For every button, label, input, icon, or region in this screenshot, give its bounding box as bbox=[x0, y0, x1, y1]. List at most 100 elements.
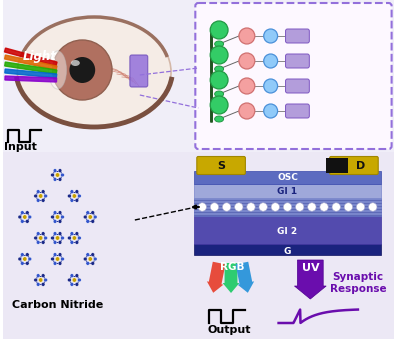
Circle shape bbox=[41, 232, 45, 236]
FancyBboxPatch shape bbox=[286, 29, 309, 43]
Circle shape bbox=[36, 190, 40, 194]
Circle shape bbox=[52, 40, 112, 100]
Circle shape bbox=[210, 203, 219, 211]
Text: S: S bbox=[217, 161, 225, 171]
Circle shape bbox=[51, 236, 54, 240]
Circle shape bbox=[344, 203, 353, 211]
Circle shape bbox=[239, 78, 255, 94]
Circle shape bbox=[320, 203, 328, 211]
Circle shape bbox=[61, 215, 64, 219]
FancyArrow shape bbox=[223, 263, 240, 293]
FancyBboxPatch shape bbox=[286, 79, 309, 93]
Circle shape bbox=[69, 57, 95, 83]
Circle shape bbox=[75, 240, 79, 244]
Ellipse shape bbox=[71, 60, 80, 66]
Circle shape bbox=[61, 257, 64, 261]
Circle shape bbox=[91, 219, 95, 223]
Circle shape bbox=[51, 215, 54, 219]
Circle shape bbox=[36, 240, 40, 244]
Text: Synaptic
Response: Synaptic Response bbox=[330, 272, 386, 294]
Circle shape bbox=[58, 240, 62, 244]
Circle shape bbox=[210, 21, 228, 39]
Circle shape bbox=[34, 278, 37, 282]
Circle shape bbox=[78, 236, 81, 240]
Circle shape bbox=[53, 261, 57, 265]
Circle shape bbox=[84, 257, 87, 261]
Ellipse shape bbox=[17, 17, 171, 127]
Circle shape bbox=[61, 173, 64, 177]
Circle shape bbox=[70, 199, 74, 202]
Circle shape bbox=[58, 169, 62, 173]
Circle shape bbox=[23, 215, 27, 219]
Circle shape bbox=[53, 178, 57, 181]
Text: Output: Output bbox=[207, 325, 251, 335]
Circle shape bbox=[70, 190, 74, 194]
Text: G: G bbox=[284, 246, 291, 256]
Circle shape bbox=[223, 203, 231, 211]
Circle shape bbox=[67, 278, 71, 282]
FancyArrow shape bbox=[4, 48, 57, 66]
Circle shape bbox=[247, 203, 255, 211]
Text: Input: Input bbox=[4, 142, 37, 152]
Circle shape bbox=[41, 199, 45, 202]
Circle shape bbox=[70, 232, 74, 236]
Circle shape bbox=[86, 219, 89, 223]
Circle shape bbox=[20, 211, 24, 215]
FancyBboxPatch shape bbox=[194, 198, 381, 216]
Circle shape bbox=[56, 257, 59, 261]
Circle shape bbox=[34, 194, 37, 198]
Circle shape bbox=[210, 71, 228, 89]
Circle shape bbox=[332, 203, 340, 211]
FancyBboxPatch shape bbox=[195, 3, 392, 149]
Text: GI 1: GI 1 bbox=[277, 187, 297, 197]
Circle shape bbox=[283, 203, 292, 211]
FancyBboxPatch shape bbox=[194, 171, 381, 184]
Circle shape bbox=[39, 194, 43, 198]
Circle shape bbox=[239, 103, 255, 119]
Circle shape bbox=[26, 219, 29, 223]
FancyArrow shape bbox=[207, 262, 225, 293]
Text: OSC: OSC bbox=[277, 174, 298, 182]
Circle shape bbox=[91, 253, 95, 257]
Circle shape bbox=[75, 232, 79, 236]
Circle shape bbox=[86, 211, 89, 215]
Circle shape bbox=[67, 194, 71, 198]
Circle shape bbox=[239, 28, 255, 44]
Circle shape bbox=[264, 79, 278, 93]
Circle shape bbox=[53, 219, 57, 223]
Text: Carbon Nitride: Carbon Nitride bbox=[12, 300, 103, 310]
Circle shape bbox=[26, 253, 29, 257]
Circle shape bbox=[210, 46, 228, 64]
Circle shape bbox=[41, 240, 45, 244]
Circle shape bbox=[296, 203, 304, 211]
FancyBboxPatch shape bbox=[194, 216, 381, 244]
Text: Light: Light bbox=[23, 50, 57, 63]
Ellipse shape bbox=[215, 91, 223, 97]
Circle shape bbox=[198, 203, 206, 211]
Ellipse shape bbox=[48, 51, 67, 89]
Circle shape bbox=[70, 274, 74, 278]
Circle shape bbox=[36, 199, 40, 202]
Circle shape bbox=[86, 261, 89, 265]
Circle shape bbox=[72, 236, 76, 240]
Circle shape bbox=[34, 236, 37, 240]
Circle shape bbox=[53, 232, 57, 236]
Circle shape bbox=[53, 169, 57, 173]
Circle shape bbox=[93, 215, 97, 219]
Text: GI 2: GI 2 bbox=[277, 226, 297, 236]
Circle shape bbox=[235, 203, 243, 211]
Circle shape bbox=[26, 261, 29, 265]
Text: UV: UV bbox=[301, 263, 319, 273]
Circle shape bbox=[41, 190, 45, 194]
Ellipse shape bbox=[215, 41, 223, 47]
Circle shape bbox=[53, 240, 57, 244]
Circle shape bbox=[56, 173, 59, 177]
Circle shape bbox=[75, 282, 79, 286]
Ellipse shape bbox=[215, 66, 223, 72]
Circle shape bbox=[72, 194, 76, 198]
Circle shape bbox=[271, 203, 279, 211]
Circle shape bbox=[53, 211, 57, 215]
Circle shape bbox=[70, 282, 74, 286]
Circle shape bbox=[36, 282, 40, 286]
Circle shape bbox=[58, 211, 62, 215]
